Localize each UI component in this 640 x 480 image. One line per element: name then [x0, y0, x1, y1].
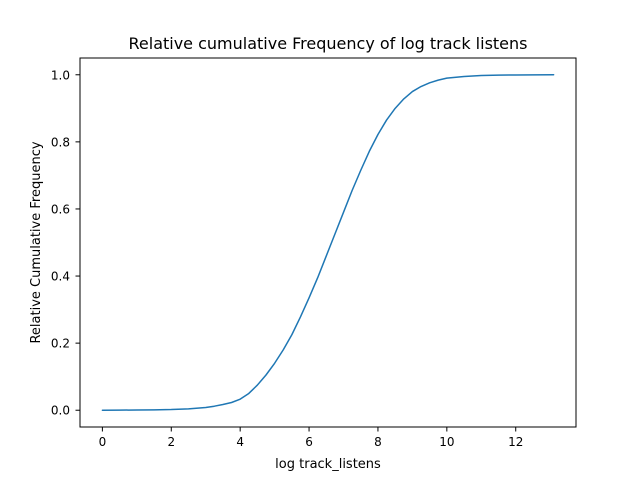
y-tick-label: 0.2 [51, 337, 70, 351]
x-tick-label: 8 [374, 435, 382, 449]
chart-title: Relative cumulative Frequency of log tra… [129, 34, 528, 53]
y-axis-label: Relative Cumulative Frequency [29, 141, 44, 343]
x-tick-label: 2 [167, 435, 175, 449]
plot-area [80, 58, 576, 427]
plot-frame [79, 57, 577, 428]
x-tick-label: 4 [236, 435, 244, 449]
x-tick-label: 10 [439, 435, 454, 449]
x-tick-label: 12 [508, 435, 523, 449]
y-tick-label: 0.4 [51, 270, 70, 284]
y-tick-label: 0.6 [51, 202, 70, 216]
x-axis: 0 2 4 6 8 10 12 [99, 427, 523, 449]
series-line [101, 74, 555, 411]
y-tick-label: 0.8 [51, 135, 70, 149]
x-tick-label: 6 [305, 435, 313, 449]
y-tick-label: 0.0 [51, 404, 70, 418]
y-tick-label: 1.0 [51, 68, 70, 82]
y-axis: 0.0 0.2 0.4 0.6 0.8 1.0 [51, 68, 80, 418]
series-layer [101, 74, 555, 411]
x-tick-label: 0 [99, 435, 107, 449]
x-axis-label: log track_listens [275, 457, 381, 472]
